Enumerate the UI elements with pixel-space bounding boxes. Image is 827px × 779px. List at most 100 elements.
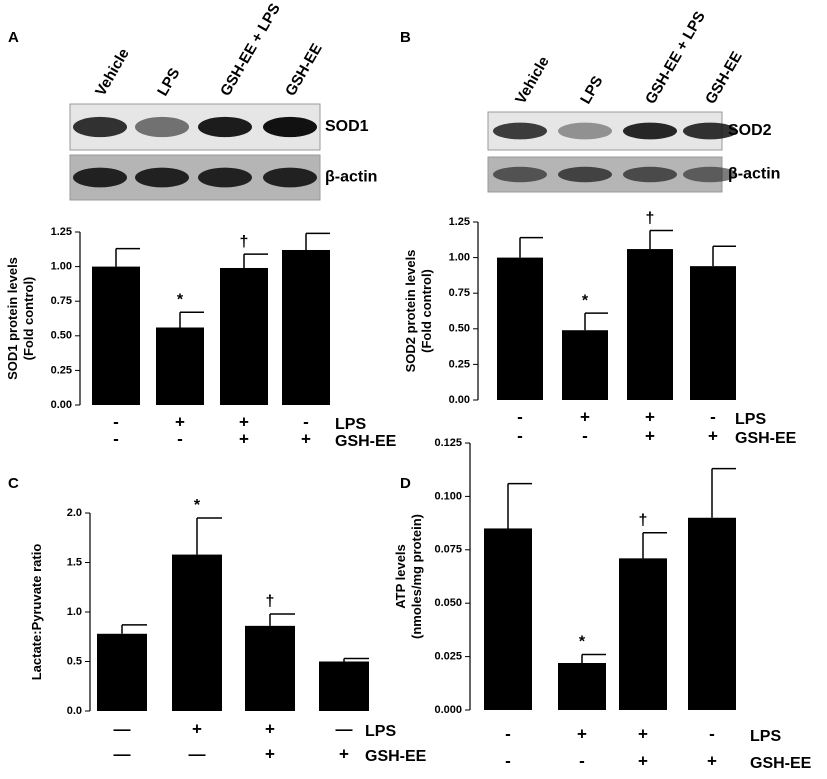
condition-sign: — <box>189 744 206 763</box>
blot-band <box>198 167 252 188</box>
y-tick-label: 2.0 <box>67 507 82 519</box>
blot-band <box>683 166 737 183</box>
significance-mark: * <box>579 634 586 651</box>
condition-sign: + <box>638 724 648 743</box>
band-label: β-actin <box>325 169 377 186</box>
condition-name: LPS <box>750 728 781 745</box>
y-tick-label: 0.0 <box>67 705 82 717</box>
blot-band <box>623 166 677 183</box>
y-tick-label: 0.75 <box>449 287 470 299</box>
significance-mark: † <box>240 233 249 250</box>
condition-sign: - <box>303 412 309 431</box>
error-bar <box>519 236 543 258</box>
lane-label: GSH-EE <box>702 49 745 107</box>
band-label: β-actin <box>728 166 780 183</box>
bar <box>92 266 140 405</box>
y-axis-label-line: SOD2 protein levels <box>403 250 418 373</box>
bar <box>156 327 204 405</box>
condition-name: GSH-EE <box>365 748 427 765</box>
lane-label: GSH-EE <box>282 41 325 99</box>
error-bar <box>507 482 532 529</box>
y-tick-label: 0.025 <box>434 651 462 663</box>
panel-letter: A <box>8 29 19 46</box>
condition-name: GSH-EE <box>750 755 812 772</box>
panel-letter: B <box>400 29 411 46</box>
condition-sign: + <box>645 426 655 445</box>
condition-sign: + <box>577 724 587 743</box>
blot-band <box>263 116 317 138</box>
bar <box>562 330 608 400</box>
blot-band <box>558 166 612 183</box>
condition-sign: — <box>336 719 353 738</box>
condition-name: LPS <box>335 416 366 433</box>
condition-sign: - <box>709 724 715 743</box>
condition-sign: + <box>265 719 275 738</box>
condition-sign: - <box>113 429 119 448</box>
condition-sign: + <box>707 751 717 770</box>
condition-name: GSH-EE <box>335 433 397 450</box>
blot-band <box>135 116 189 138</box>
blot-band <box>73 167 127 188</box>
y-axis-label: SOD1 protein levels(Fold control) <box>5 257 36 380</box>
blot-band <box>73 116 127 138</box>
band-label: SOD2 <box>728 122 772 139</box>
y-tick-label: 0.125 <box>434 437 462 449</box>
condition-sign: + <box>638 751 648 770</box>
significance-mark: † <box>266 593 275 610</box>
y-tick-label: 0.5 <box>67 655 82 667</box>
error-bar <box>179 311 204 328</box>
condition-sign: - <box>517 407 523 426</box>
significance-mark: † <box>646 210 655 227</box>
y-tick-label: 1.00 <box>449 252 470 264</box>
error-bar <box>121 624 147 634</box>
bar <box>497 257 543 400</box>
y-tick-label: 0.50 <box>449 323 470 335</box>
error-bar <box>712 245 736 267</box>
error-bar <box>581 653 606 664</box>
bar <box>319 661 369 711</box>
significance-mark: * <box>582 292 589 309</box>
condition-sign: + <box>339 744 349 763</box>
y-tick-label: 0.000 <box>434 704 462 716</box>
error-bar <box>584 312 608 331</box>
y-tick-label: 0.075 <box>434 544 462 556</box>
condition-name: LPS <box>365 723 396 740</box>
y-tick-label: 1.25 <box>449 216 470 228</box>
condition-sign: - <box>710 407 716 426</box>
condition-name: GSH-EE <box>735 430 797 447</box>
condition-sign: + <box>239 429 249 448</box>
y-tick-label: 0.25 <box>51 364 72 376</box>
y-tick-label: 0.25 <box>449 358 470 370</box>
blot-band <box>558 122 612 140</box>
panel-letter: D <box>400 475 411 492</box>
lane-label: LPS <box>154 65 183 99</box>
y-axis-label: Lactate:Pyruvate ratio <box>29 544 44 681</box>
error-bar <box>269 613 295 626</box>
condition-sign: + <box>192 719 202 738</box>
condition-sign: + <box>708 426 718 445</box>
y-axis-label-line: ATP levels <box>393 544 408 609</box>
bar <box>172 554 222 711</box>
condition-sign: + <box>265 744 275 763</box>
condition-sign: + <box>645 407 655 426</box>
band-label: SOD1 <box>325 118 369 135</box>
condition-name: LPS <box>735 411 766 428</box>
condition-sign: - <box>505 724 511 743</box>
y-axis-label: ATP levels(nmoles/mg protein) <box>393 514 424 639</box>
significance-mark: † <box>639 512 648 529</box>
blot-band <box>683 122 737 140</box>
blot-band <box>135 167 189 188</box>
y-tick-label: 0.00 <box>51 399 72 411</box>
lane-label: GSH-EE + LPS <box>217 1 284 99</box>
blot-band <box>493 166 547 183</box>
error-bar <box>649 229 673 250</box>
bar <box>619 558 667 710</box>
lane-label: GSH-EE + LPS <box>642 9 709 107</box>
y-axis-label-line: Lactate:Pyruvate ratio <box>29 544 44 681</box>
condition-sign: - <box>579 751 585 770</box>
condition-sign: + <box>580 407 590 426</box>
y-tick-label: 1.0 <box>67 606 82 618</box>
y-axis-label-line: (Fold control) <box>419 269 434 353</box>
bar <box>484 528 532 710</box>
condition-sign: + <box>239 412 249 431</box>
